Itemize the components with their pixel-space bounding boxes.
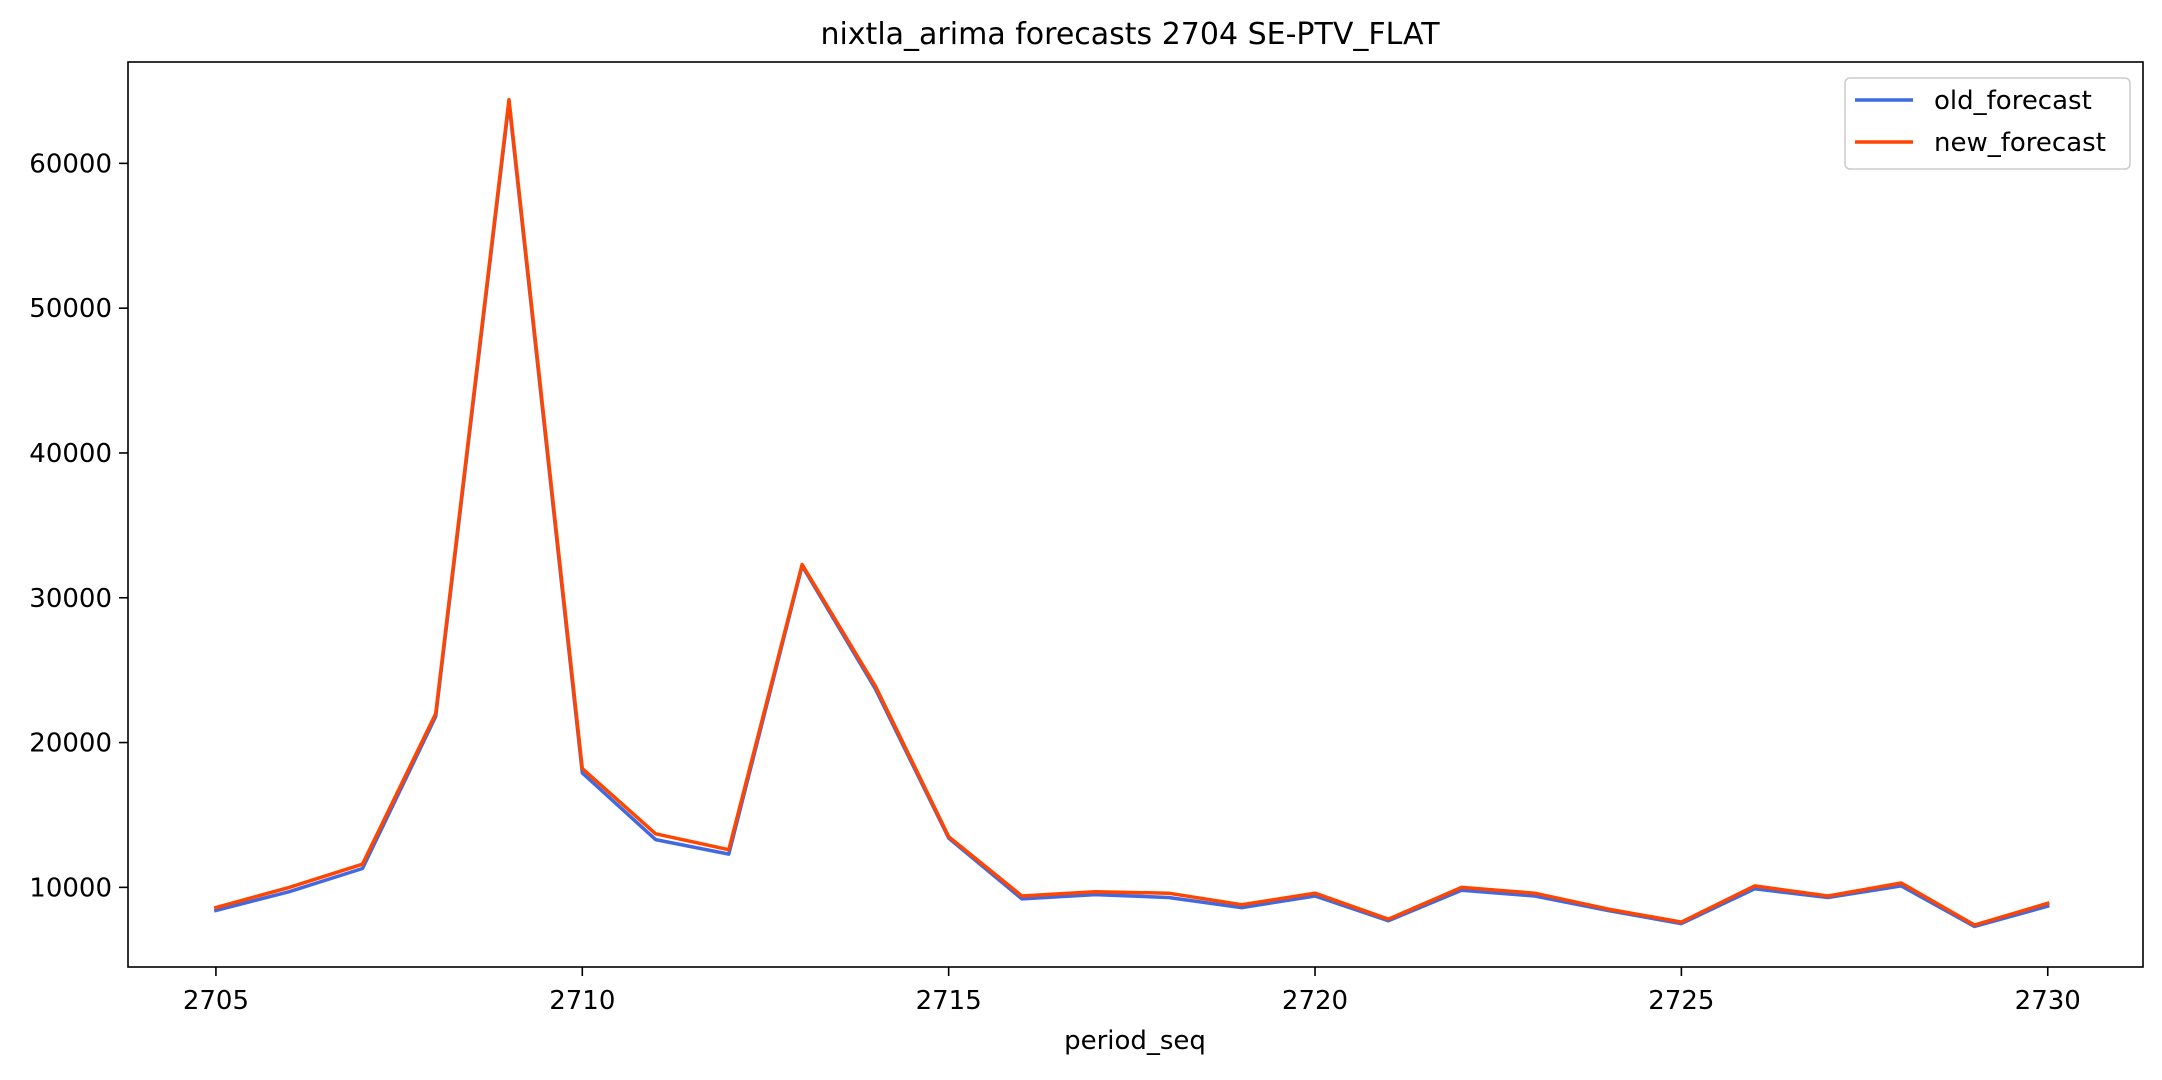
y-axis: 10000 20000 30000 40000 50000 60000 <box>29 149 128 903</box>
legend-label-old-forecast: old_forecast <box>1934 86 2092 116</box>
y-tick-label: 30000 <box>29 584 112 614</box>
legend: old_forecast new_forecast <box>1844 77 2131 170</box>
x-tick-label: 2715 <box>916 986 982 1016</box>
x-tick-label: 2710 <box>549 986 615 1016</box>
x-axis-label: period_seq <box>1064 1026 1206 1056</box>
x-tick-label: 2720 <box>1282 986 1348 1016</box>
x-axis: 2705 2710 2715 2720 2725 2730 <box>183 967 2081 1016</box>
plot-area <box>127 61 2144 968</box>
y-tick-label: 60000 <box>29 149 112 179</box>
x-tick-label: 2705 <box>183 986 249 1016</box>
x-tick-label: 2730 <box>2015 986 2081 1016</box>
series-layer <box>213 97 2050 929</box>
y-tick-label: 50000 <box>29 294 112 324</box>
y-tick-label: 10000 <box>29 873 112 903</box>
y-tick-label: 20000 <box>29 729 112 759</box>
x-tick-label: 2725 <box>1648 986 1714 1016</box>
y-tick-label: 40000 <box>29 439 112 469</box>
legend-box <box>1844 77 2131 170</box>
chart-title: nixtla_arima forecasts 2704 SE-PTV_FLAT <box>820 17 1440 52</box>
series-line-new-forecast <box>213 97 2050 927</box>
legend-label-new-forecast: new_forecast <box>1934 128 2106 158</box>
